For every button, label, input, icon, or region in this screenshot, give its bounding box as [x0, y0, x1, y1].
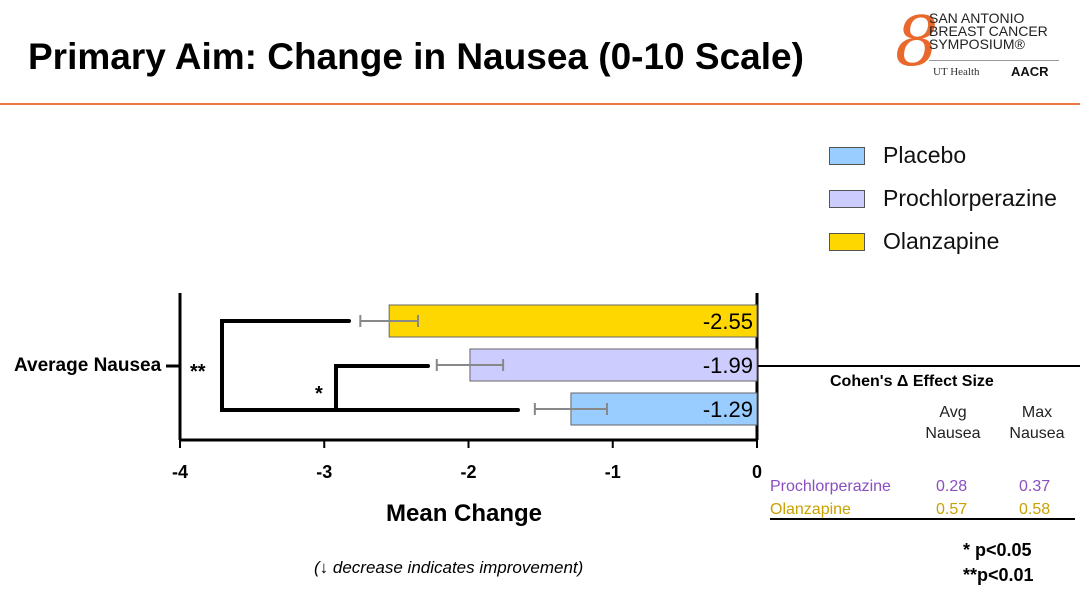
- legend-label: Prochlorperazine: [883, 185, 1057, 211]
- legend-label: Placebo: [883, 142, 967, 168]
- significance-marker: **: [190, 361, 206, 383]
- slide-title: Primary Aim: Change in Nausea (0-10 Scal…: [28, 36, 804, 77]
- row-max: 0.37: [1019, 478, 1051, 495]
- bar-prochlorperazine: [469, 348, 758, 382]
- logo-line2: BREAST CANCER: [929, 23, 1048, 39]
- logo-line3: SYMPOSIUM®: [929, 36, 1025, 52]
- legend-swatch: [829, 146, 865, 165]
- category-label: Average Nausea: [14, 355, 162, 376]
- bracket-prochlorperazine-placebo: [334, 364, 430, 412]
- row-name: Prochlorperazine: [770, 478, 891, 495]
- legend-swatch: [829, 232, 865, 251]
- col-header-line: Max: [1021, 404, 1053, 421]
- sabcs-ribbon-icon: 8: [895, 3, 939, 82]
- row-name: Olanzapine: [770, 501, 851, 518]
- sabcs-logo: 8 SAN ANTONIO BREAST CANCER SYMPOSIUM® UT …: [893, 8, 1063, 98]
- logo-line1: SAN ANTONIO: [929, 10, 1025, 26]
- data-label: -1.29: [703, 397, 753, 422]
- legend-item-olanzapine: Olanzapine: [829, 220, 1057, 263]
- aacr-logo: AACR: [1011, 64, 1049, 79]
- x-axis-label: Mean Change: [386, 500, 543, 527]
- chart-legend: Placebo Prochlorperazine Olanzapine: [829, 134, 1057, 263]
- col-header-avg: Avg Nausea: [920, 402, 986, 444]
- row-max: 0.58: [1019, 501, 1051, 518]
- col-header-line: Avg: [939, 404, 967, 421]
- col-header-max: Max Nausea: [1004, 402, 1070, 444]
- logo-divider: [929, 60, 1059, 61]
- data-label: -1.99: [703, 353, 753, 378]
- bar-olanzapine: [388, 304, 758, 338]
- data-label: -2.55: [703, 309, 753, 334]
- legend-item-prochlorperazine: Prochlorperazine: [829, 177, 1057, 220]
- x-tick-label: -4: [172, 462, 188, 482]
- row-avg: 0.57: [936, 501, 968, 518]
- footnote: (↓ decrease indicates improvement): [314, 558, 584, 577]
- bracket-olanzapine-placebo: [220, 319, 520, 412]
- x-tick-label: -1: [605, 462, 621, 482]
- col-header-line: Nausea: [925, 425, 981, 442]
- sig-note-2: **p<0.01: [963, 565, 1034, 585]
- significance-marker: *: [315, 383, 323, 405]
- legend-item-placebo: Placebo: [829, 134, 1057, 177]
- title-divider: [0, 103, 1080, 105]
- sig-note-1: * p<0.05: [963, 540, 1032, 560]
- effect-table-title: Cohen's Δ Effect Size: [830, 373, 994, 390]
- row-avg: 0.28: [936, 478, 968, 495]
- x-tick-label: -3: [316, 462, 332, 482]
- col-header-line: Nausea: [1009, 425, 1065, 442]
- ut-health-logo: UT Health: [933, 66, 980, 78]
- legend-swatch: [829, 189, 865, 208]
- legend-label: Olanzapine: [883, 228, 1000, 254]
- x-tick-label: -2: [460, 462, 476, 482]
- x-tick-label: 0: [752, 462, 762, 482]
